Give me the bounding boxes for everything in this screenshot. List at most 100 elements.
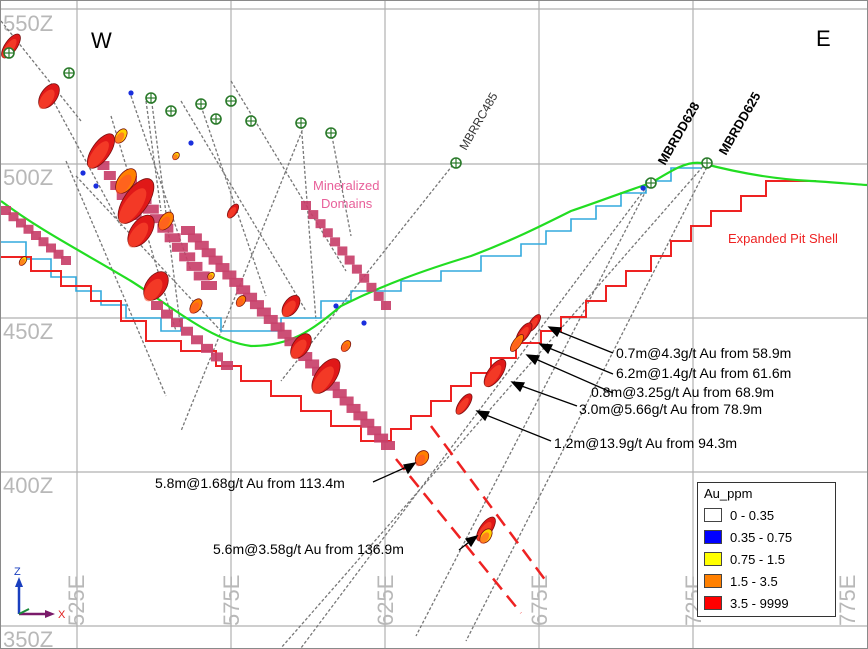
- domain-block: [31, 231, 41, 240]
- intercept-3: 0.8m@3.25g/t Au from 68.9m: [591, 384, 774, 400]
- domain-block: [103, 171, 116, 180]
- domain-block: [339, 396, 354, 406]
- domain-block: [97, 161, 110, 170]
- collar-marker: [325, 127, 337, 139]
- intercept-2: 6.2m@1.4g/t Au from 61.6m: [616, 365, 791, 381]
- intercept-6: 5.8m@1.68g/t Au from 113.4m: [155, 475, 345, 491]
- feature-labels: Mineralized Domains Expanded Pit Shell: [313, 178, 838, 246]
- domain-block: [263, 314, 278, 324]
- intercept-arrows: [372, 326, 614, 551]
- domain-block: [344, 255, 355, 265]
- drill-trace: [465, 162, 710, 642]
- domain-block: [381, 301, 391, 310]
- easting-675: 675E: [527, 575, 552, 626]
- domain-block: [171, 318, 183, 328]
- grade-disc: [38, 83, 60, 109]
- domain-block: [208, 255, 223, 265]
- domains-label-line2: Domains: [321, 196, 373, 211]
- collar-marker: [645, 177, 657, 189]
- domain-block: [171, 242, 188, 252]
- projected-zone-lines: [395, 425, 548, 614]
- domain-block: [381, 441, 395, 450]
- legend-item: 0.75 - 1.5: [698, 548, 835, 570]
- easting-775: 775E: [835, 575, 860, 626]
- drill-trace: [330, 130, 352, 237]
- domain-block: [16, 218, 26, 228]
- domain-block: [353, 411, 368, 421]
- drill-trace: [180, 120, 307, 432]
- domain-block: [187, 233, 202, 243]
- domain-block: [367, 426, 382, 436]
- domain-block: [116, 191, 129, 200]
- domain-block: [186, 261, 203, 271]
- domain-block: [308, 210, 319, 220]
- collar-marker: [450, 157, 462, 169]
- legend-label: 0.35 - 0.75: [730, 529, 793, 545]
- domain-block: [236, 285, 251, 295]
- mineralized-domain-blocks: [1, 151, 395, 450]
- domain-block: [221, 361, 233, 370]
- domain-block: [142, 204, 159, 214]
- domain-block: [360, 418, 375, 428]
- domain-block: [194, 240, 209, 250]
- domain-block: [179, 252, 196, 262]
- drill-trace: [200, 105, 267, 297]
- domain-block: [1, 206, 11, 215]
- domain-block: [46, 243, 56, 253]
- low-grade-sample: [188, 140, 194, 146]
- axis-triad: Z X: [14, 566, 66, 621]
- legend-swatch: [704, 508, 722, 522]
- legend-title: Au_ppm: [704, 486, 753, 501]
- collar-markers: [3, 47, 713, 189]
- grade-intercepts: [1, 33, 646, 544]
- domain-block: [38, 237, 49, 247]
- domain-block: [53, 249, 64, 259]
- grade-disc: [483, 358, 507, 388]
- domain-block: [164, 233, 181, 243]
- legend-label: 0.75 - 1.5: [730, 551, 785, 567]
- drill-trace: [150, 95, 182, 332]
- collar-marker: [210, 113, 222, 125]
- z-axis-label: Z: [14, 566, 21, 578]
- legend-swatch: [704, 552, 722, 566]
- grade-disc: [158, 211, 174, 231]
- expanded-pit-shell-line: [1, 180, 816, 442]
- domain-block: [229, 277, 244, 287]
- domain-block: [201, 281, 217, 290]
- drill-trace: [180, 100, 307, 312]
- grade-disc: [414, 450, 430, 467]
- low-grade-sample: [128, 90, 134, 96]
- legend-swatch: [704, 574, 722, 588]
- legend-swatch: [704, 530, 722, 544]
- elev-400: 400Z: [3, 473, 53, 498]
- domain-block: [284, 337, 299, 347]
- domain-block: [215, 263, 230, 273]
- legend-item: 1.5 - 3.5: [698, 570, 835, 592]
- elev-350: 350Z: [3, 627, 53, 648]
- low-grade-sample: [640, 185, 646, 191]
- domain-block: [222, 270, 237, 280]
- intercept-1: 0.7m@4.3g/t Au from 58.9m: [616, 345, 791, 361]
- drill-trace: [145, 100, 162, 212]
- domain-block: [298, 352, 313, 362]
- collar-marker: [63, 67, 75, 79]
- west-label: W: [91, 28, 112, 53]
- drillhole-mbrdd625: MBRDD625: [716, 89, 764, 157]
- collar-marker: [3, 47, 15, 59]
- legend-swatch: [704, 596, 722, 610]
- domain-block: [61, 256, 71, 265]
- collar-marker: [225, 95, 237, 107]
- grade-disc: [117, 178, 155, 224]
- domain-block: [191, 335, 203, 345]
- legend-label: 3.5 - 9999: [730, 595, 789, 611]
- drill-trace: [280, 162, 707, 648]
- domain-block: [315, 219, 326, 229]
- domain-block: [301, 201, 311, 210]
- domains-label-line1: Mineralized: [313, 178, 379, 193]
- domain-block: [359, 273, 370, 283]
- intercept-5: 1.2m@13.9g/t Au from 94.3m: [554, 435, 737, 451]
- drill-trace: [300, 120, 317, 322]
